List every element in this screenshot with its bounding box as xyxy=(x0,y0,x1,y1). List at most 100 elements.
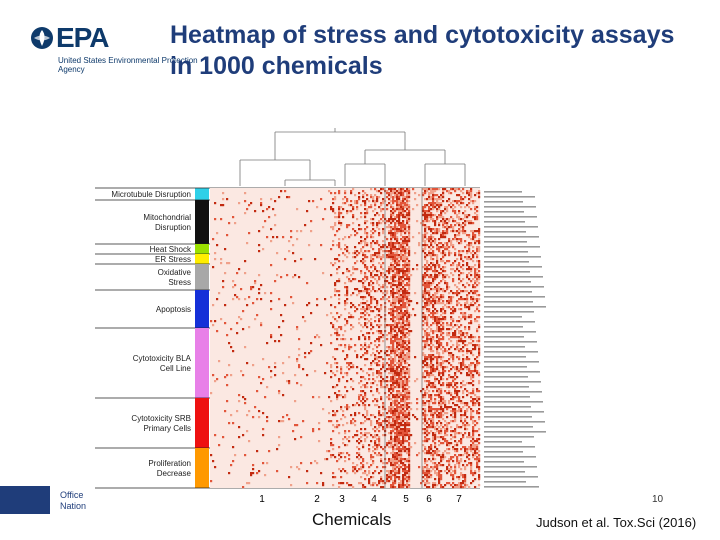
heatmap-cell xyxy=(390,434,393,437)
heatmap-cell xyxy=(406,392,409,395)
heatmap-cell xyxy=(462,454,465,457)
heatmap-cell xyxy=(456,386,459,389)
assay-label-line xyxy=(484,436,534,438)
heatmap-cell xyxy=(398,356,401,359)
footer-bar xyxy=(0,486,50,514)
heatmap-cell xyxy=(438,238,441,241)
heatmap-cell xyxy=(358,398,361,401)
heatmap-cell xyxy=(406,390,409,393)
heatmap-cell xyxy=(418,452,421,455)
heatmap-cell xyxy=(386,396,389,399)
heatmap-cell xyxy=(408,232,411,235)
heatmap-cell xyxy=(468,190,471,193)
heatmap-cell xyxy=(404,384,407,387)
heatmap-cell xyxy=(402,432,405,435)
heatmap-cell xyxy=(364,336,367,339)
heatmap-cell xyxy=(378,314,381,317)
heatmap-cell xyxy=(454,454,457,457)
heatmap-cell xyxy=(380,486,383,489)
heatmap-cell xyxy=(426,274,429,277)
heatmap-cell xyxy=(376,376,379,379)
heatmap-cell xyxy=(248,440,251,443)
heatmap-cell xyxy=(406,230,409,233)
heatmap-cell xyxy=(474,358,477,361)
heatmap-cell xyxy=(462,264,465,267)
heatmap-cell xyxy=(408,302,411,305)
heatmap-cell xyxy=(270,336,273,339)
heatmap-cell xyxy=(408,322,411,325)
heatmap-cell xyxy=(436,342,439,345)
heatmap-cell xyxy=(446,334,449,337)
heatmap-cell xyxy=(422,428,425,431)
heatmap-cell xyxy=(424,438,427,441)
heatmap-cell xyxy=(330,334,333,337)
heatmap-cell xyxy=(386,292,389,295)
heatmap-cell xyxy=(402,228,405,231)
assay-label-line xyxy=(484,416,532,418)
heatmap-cell xyxy=(398,390,401,393)
heatmap-cell xyxy=(342,350,345,353)
heatmap-cell xyxy=(348,364,351,367)
heatmap-cell xyxy=(354,306,357,309)
heatmap-cell xyxy=(444,312,447,315)
heatmap-cell xyxy=(430,412,433,415)
heatmap-cell xyxy=(380,384,383,387)
heatmap-cell xyxy=(400,374,403,377)
heatmap-cell xyxy=(468,304,471,307)
heatmap-cell xyxy=(428,214,431,217)
heatmap-cell xyxy=(424,232,427,235)
heatmap-cell xyxy=(346,288,349,291)
heatmap-cell xyxy=(468,406,471,409)
heatmap-cell xyxy=(378,372,381,375)
heatmap-cell xyxy=(452,308,455,311)
heatmap-cell xyxy=(354,252,357,255)
heatmap-cell xyxy=(466,290,469,293)
heatmap-cell xyxy=(460,254,463,257)
heatmap-cell xyxy=(360,272,363,275)
heatmap-cell xyxy=(426,220,429,223)
heatmap-cell xyxy=(296,424,299,427)
heatmap-cell xyxy=(334,222,337,225)
heatmap-cell xyxy=(426,400,429,403)
heatmap-cell xyxy=(390,188,393,191)
heatmap-cell xyxy=(400,280,403,283)
heatmap-cell xyxy=(432,386,435,389)
heatmap-cell xyxy=(404,284,407,287)
heatmap-cell xyxy=(400,254,403,257)
heatmap-cell xyxy=(464,484,467,487)
heatmap-cell xyxy=(396,384,399,387)
heatmap-cell xyxy=(472,340,475,343)
heatmap-cell xyxy=(346,292,349,295)
heatmap-cell xyxy=(392,468,395,471)
heatmap-cell xyxy=(466,422,469,425)
heatmap-cell xyxy=(334,412,337,415)
heatmap-cell xyxy=(336,272,339,275)
heatmap-cell xyxy=(444,236,447,239)
heatmap-cell xyxy=(460,324,463,327)
assay-label-line xyxy=(484,321,535,323)
heatmap-cell xyxy=(292,252,295,255)
heatmap-cell xyxy=(400,298,403,301)
heatmap-cell xyxy=(398,306,401,309)
heatmap-cell xyxy=(444,270,447,273)
heatmap-cell xyxy=(244,398,247,401)
logo-subtitle: United States Environmental Protection A… xyxy=(58,56,198,74)
heatmap-cell xyxy=(402,238,405,241)
heatmap-cell xyxy=(460,230,463,233)
assay-label-line xyxy=(484,221,525,223)
heatmap-cell xyxy=(390,360,393,363)
heatmap-cell xyxy=(430,360,433,363)
heatmap-cell xyxy=(356,372,359,375)
colorbar-segment xyxy=(195,448,209,488)
heatmap-cell xyxy=(458,232,461,235)
heatmap-cell xyxy=(438,272,441,275)
heatmap-cell xyxy=(396,216,399,219)
heatmap-cell xyxy=(430,282,433,285)
heatmap-cell xyxy=(394,304,397,307)
heatmap-cell xyxy=(404,232,407,235)
heatmap-cell xyxy=(322,482,325,485)
heatmap-cell xyxy=(434,318,437,321)
heatmap-cell xyxy=(270,198,273,201)
heatmap-cell xyxy=(402,414,405,417)
heatmap-cell xyxy=(432,424,435,427)
